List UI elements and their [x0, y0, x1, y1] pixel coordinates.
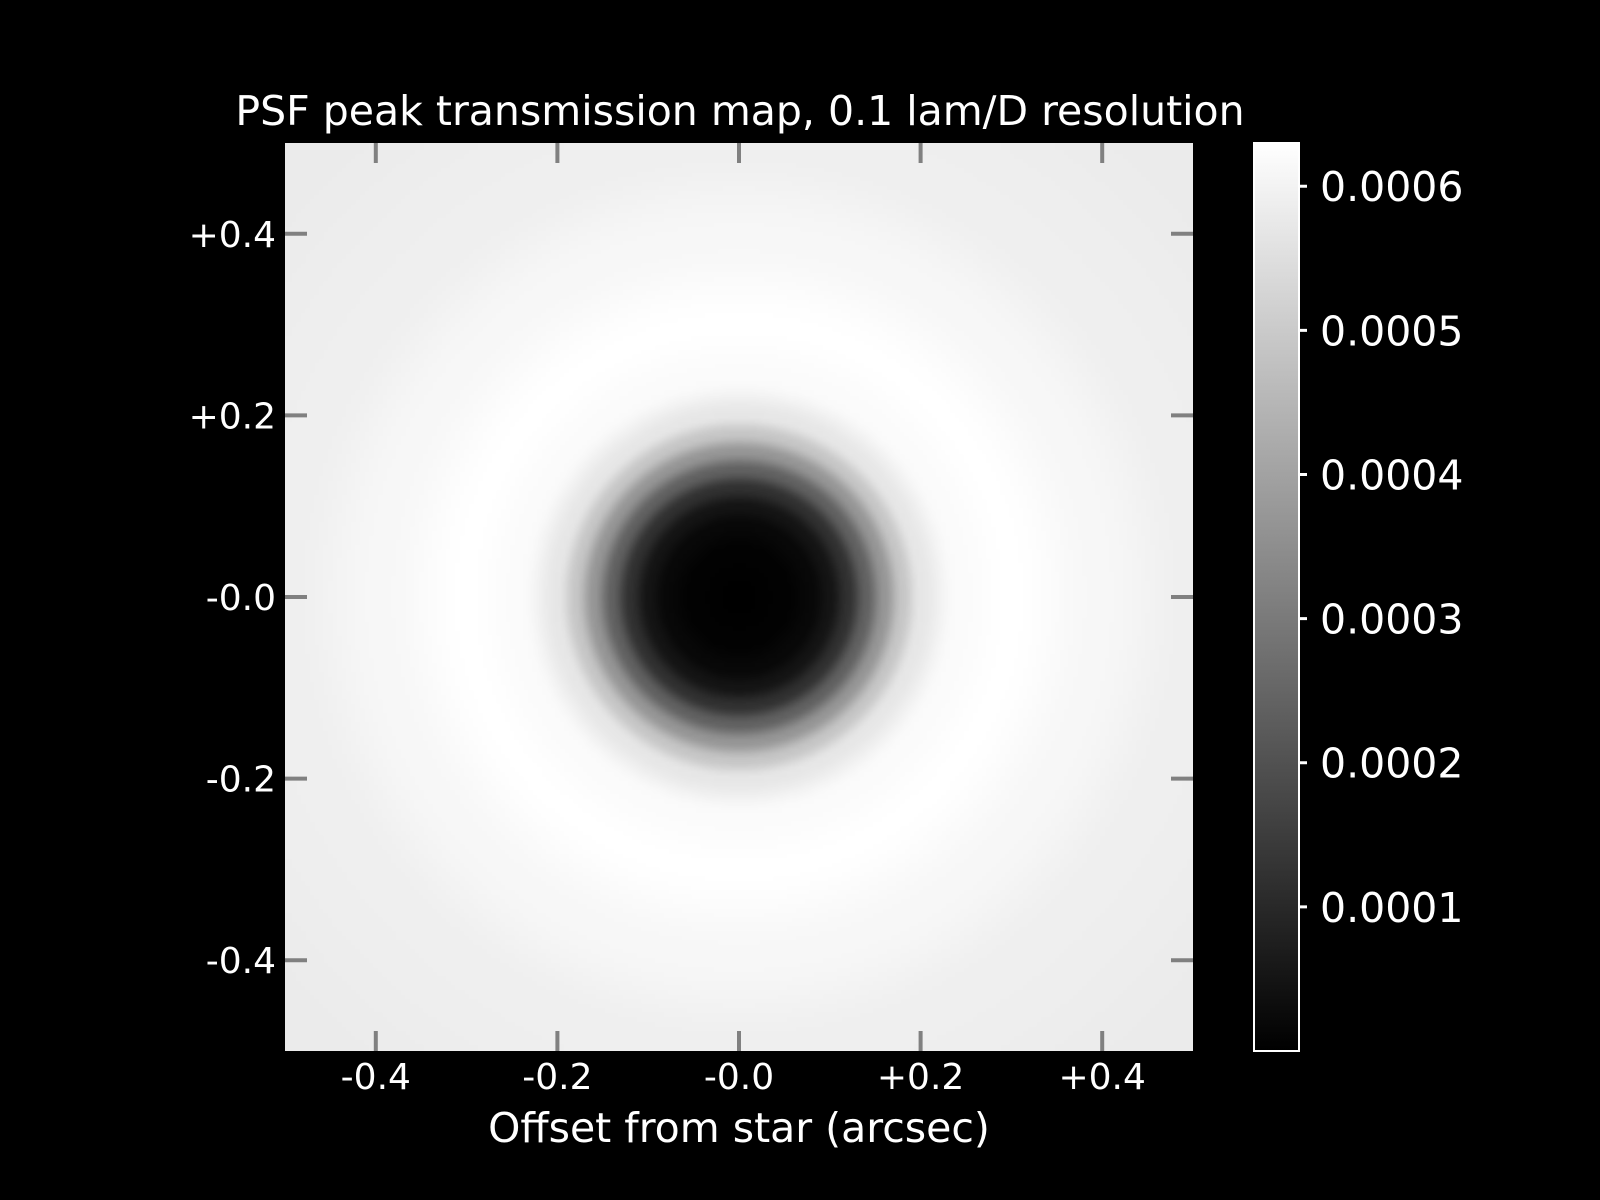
- x-tick-label: -0.2: [522, 1057, 592, 1098]
- colorbar-scale: [1253, 142, 1300, 1052]
- y-tick-label: +0.4: [189, 215, 276, 256]
- colorbar: 0.0006 0.0005 0.0004 0.0003 0.0002 0.0001: [1253, 142, 1463, 1052]
- x-tick-label: -0.0: [704, 1057, 774, 1098]
- y-tick-label: -0.4: [206, 941, 276, 982]
- y-tick-label: +0.2: [189, 396, 276, 437]
- y-tick-label: -0.2: [206, 760, 276, 801]
- colorbar-tick-label: 0.0004: [1320, 451, 1463, 499]
- y-tick-label: -0.0: [206, 578, 276, 619]
- x-tick-label: +0.4: [1058, 1057, 1145, 1098]
- x-axis-ticks: -0.4 -0.2 -0.0 +0.2 +0.4: [341, 143, 1146, 1098]
- chart-title: PSF peak transmission map, 0.1 lam/D res…: [235, 87, 1244, 135]
- colorbar-tick-label: 0.0002: [1320, 740, 1463, 788]
- x-tick-label: +0.2: [877, 1057, 964, 1098]
- colorbar-ticks: 0.0006 0.0005 0.0004 0.0003 0.0002 0.0001: [1299, 163, 1463, 932]
- colorbar-tick-label: 0.0006: [1320, 163, 1463, 211]
- colorbar-tick-label: 0.0001: [1320, 884, 1463, 932]
- heatmap-image: [285, 143, 1193, 1051]
- colorbar-tick-label: 0.0005: [1320, 307, 1463, 355]
- x-tick-label: -0.4: [341, 1057, 411, 1098]
- y-axis-ticks: +0.4 +0.2 -0.0 -0.2 -0.4: [189, 215, 1193, 982]
- colorbar-tick-label: 0.0003: [1320, 596, 1463, 644]
- plot-area: [285, 143, 1193, 1051]
- x-axis-label: Offset from star (arcsec): [488, 1104, 990, 1152]
